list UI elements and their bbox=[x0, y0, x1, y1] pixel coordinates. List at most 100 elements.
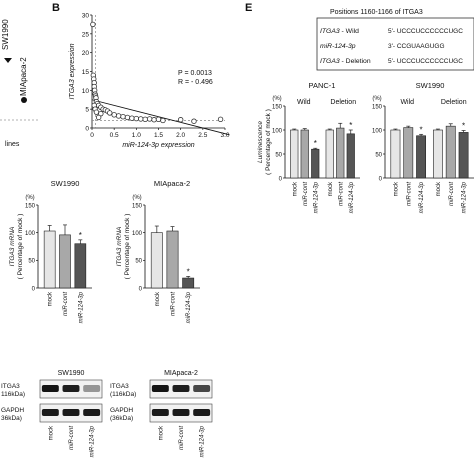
y-tick-label: 0 bbox=[85, 126, 89, 133]
scatter-point bbox=[90, 21, 96, 28]
trend-line bbox=[91, 99, 230, 136]
band-label-gapdh: GAPDH bbox=[110, 407, 133, 414]
scatter-point bbox=[133, 115, 140, 122]
blot-band-itga3 bbox=[41, 385, 59, 392]
scatter-point bbox=[115, 113, 122, 119]
y-axis-label: ITGA3 mRNA( Percentage of mock ) bbox=[116, 214, 131, 280]
category-label: miR-124-3p bbox=[313, 181, 319, 213]
mrna-chart-sw1990: 0 50 100 150 (%) SW1990 ITGA3 mRNA( Percentage… bbox=[9, 179, 92, 323]
y-tick-label: 20 bbox=[82, 50, 90, 57]
band-size-gapdh: (36kDa) bbox=[110, 415, 133, 422]
y-tick-label: 0 bbox=[279, 176, 283, 182]
category-label: mock bbox=[48, 291, 54, 306]
y-axis-label: ITGA3 expression bbox=[69, 43, 76, 99]
blot-band-gapdh bbox=[172, 409, 190, 416]
scatter-point bbox=[160, 117, 166, 124]
x-tick-label: 1.5 bbox=[154, 132, 163, 139]
sequence-row-seq: 5'- UCCCUCCCCCCUGC bbox=[388, 58, 463, 65]
band-label-itga3: ITGA3 bbox=[110, 383, 129, 390]
band-size-gapdh: 36kDa) bbox=[1, 415, 22, 422]
bar bbox=[150, 232, 163, 289]
x-tick-label: 0 bbox=[90, 132, 94, 139]
sequence-header: Positions 1160-1166 of ITGA3 bbox=[330, 9, 423, 16]
category-label: mock bbox=[393, 181, 399, 196]
bar bbox=[59, 234, 71, 289]
blot-band-itga3 bbox=[83, 385, 101, 392]
y-tick-label: 100 bbox=[132, 231, 143, 237]
scatter-point bbox=[142, 116, 148, 123]
unit-label: (%) bbox=[372, 96, 381, 102]
panel-b: B 0 5 10 15 20 25 30 0 0.5 1.0 1.5 2.0 2.5 3.0 P = 0.0… bbox=[52, 2, 230, 149]
bar bbox=[403, 127, 414, 179]
y-tick-label: 50 bbox=[275, 152, 282, 158]
category-label: mock bbox=[155, 291, 161, 306]
left-mia-label: MIApaca-2 bbox=[19, 57, 28, 96]
y-tick-label: 15 bbox=[82, 69, 90, 76]
left-lines-label: lines bbox=[5, 141, 20, 148]
category-label: miR-124-3p bbox=[78, 291, 84, 323]
group-label: Deletion bbox=[441, 99, 467, 106]
blot-band-itga3 bbox=[151, 385, 169, 392]
unit-label: (%) bbox=[25, 195, 34, 201]
chart-title: SW1990 bbox=[416, 81, 445, 90]
y-tick-label: 100 bbox=[272, 128, 283, 134]
group-label: Deletion bbox=[330, 99, 356, 106]
scatter-point bbox=[120, 113, 126, 120]
y-tick-label: 50 bbox=[375, 152, 382, 158]
luminescence-chart-sw1990: 0 50 100 150 (%) SW1990 mock miR-cont * miR-124-3… bbox=[372, 81, 474, 213]
scatter-point bbox=[129, 115, 135, 121]
left-sw1990-label: SW1990 bbox=[1, 19, 10, 50]
blot-band-gapdh bbox=[151, 409, 169, 416]
blot-band-gapdh bbox=[83, 409, 101, 416]
panel-label-b: B bbox=[52, 2, 60, 14]
scatter-point bbox=[155, 116, 162, 123]
scatter-point bbox=[151, 117, 157, 123]
category-label: miR-cont bbox=[303, 182, 309, 206]
x-axis-label: miR-124-3p expression bbox=[122, 142, 194, 149]
chart-title: PANC-1 bbox=[309, 81, 336, 90]
lane-label: miR-124-3p bbox=[90, 425, 96, 457]
category-label: mock bbox=[292, 181, 298, 196]
category-label: mock bbox=[328, 181, 334, 196]
blot-band-itga3 bbox=[172, 385, 190, 392]
bar bbox=[290, 129, 299, 179]
x-tick-label: 0.5 bbox=[110, 132, 119, 139]
bar bbox=[43, 230, 56, 289]
bar bbox=[390, 129, 401, 179]
sequence-row-label: ITGA3 - Deletion bbox=[320, 58, 371, 65]
bar bbox=[182, 277, 195, 289]
blot-band-itga3 bbox=[193, 385, 211, 392]
lane-label: miR-124-3p bbox=[200, 425, 206, 457]
unit-label: (%) bbox=[272, 96, 281, 102]
bar bbox=[166, 230, 179, 289]
bar bbox=[74, 243, 87, 289]
luminescence-chart-panc1: 0 50 100 150 (%) PANC-1 Luminescence( Percenta… bbox=[257, 81, 360, 213]
chart-title: SW1990 bbox=[51, 179, 80, 188]
y-tick-label: 0 bbox=[139, 286, 143, 292]
band-label-gapdh: GAPDH bbox=[1, 407, 24, 414]
bar bbox=[432, 129, 443, 179]
x-tick-label: 2.0 bbox=[176, 132, 185, 139]
sequence-row-seq: 5'- UCCCUCCCCCCUGC bbox=[388, 28, 463, 35]
bar bbox=[458, 132, 469, 179]
bar bbox=[445, 125, 456, 179]
scatter-plot: 0 5 10 15 20 25 30 0 0.5 1.0 1.5 2.0 2.5 3.0 P = 0.001… bbox=[69, 13, 230, 150]
y-tick-label: 0 bbox=[379, 176, 383, 182]
panel-e: E Positions 1160-1166 of ITGA3 ITGA3 - W… bbox=[245, 2, 474, 213]
scatter-point bbox=[111, 112, 117, 118]
y-tick-label: 10 bbox=[82, 88, 90, 95]
category-label: miR-124-3p bbox=[419, 181, 425, 213]
y-tick-label: 5 bbox=[85, 107, 89, 114]
category-label: miR-cont bbox=[63, 292, 69, 316]
stat-r: R = - 0.496 bbox=[178, 79, 213, 86]
sequence-row-seq: 3'- CCGUAAGUGG bbox=[388, 43, 445, 50]
significance-star: * bbox=[420, 125, 423, 134]
y-tick-label: 0 bbox=[32, 286, 36, 292]
y-tick-label: 150 bbox=[132, 203, 143, 209]
bar bbox=[346, 133, 355, 179]
group-label: Wild bbox=[400, 99, 414, 106]
significance-star: * bbox=[462, 121, 465, 130]
scatter-point bbox=[191, 118, 197, 124]
category-label: miR-124-3p bbox=[349, 181, 355, 213]
band-size-itga3: (116kDa) bbox=[110, 391, 136, 398]
